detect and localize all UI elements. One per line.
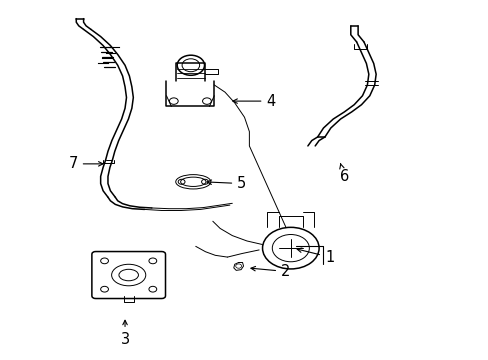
Text: 2: 2 xyxy=(250,264,290,279)
Text: 1: 1 xyxy=(297,248,333,265)
Text: 5: 5 xyxy=(206,176,246,191)
Text: 4: 4 xyxy=(232,94,275,109)
Text: 7: 7 xyxy=(68,156,103,171)
Text: 3: 3 xyxy=(120,320,129,347)
Text: 6: 6 xyxy=(339,163,348,184)
